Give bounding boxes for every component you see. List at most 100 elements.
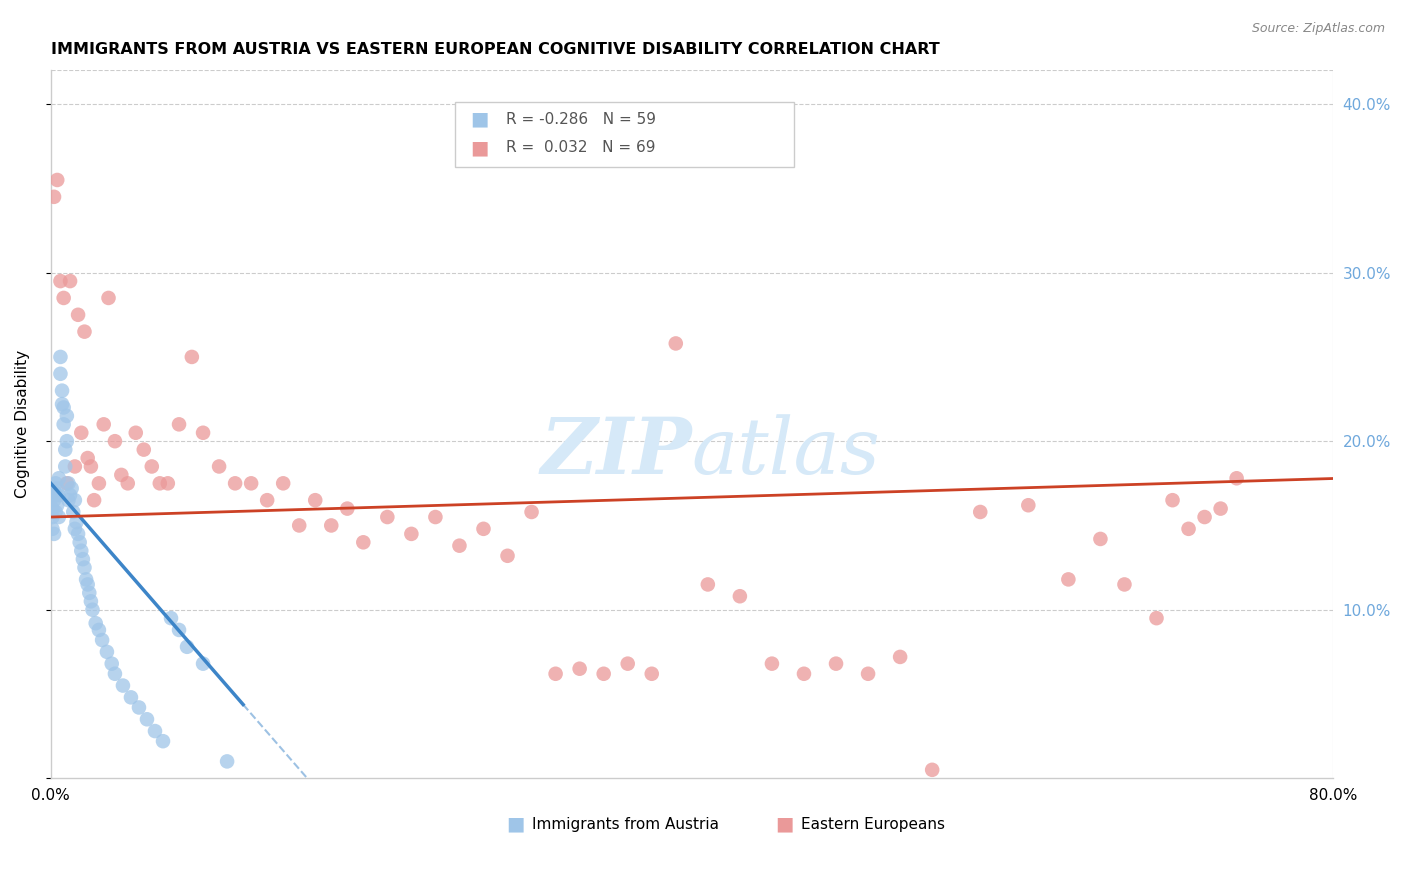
Text: IMMIGRANTS FROM AUSTRIA VS EASTERN EUROPEAN COGNITIVE DISABILITY CORRELATION CHA: IMMIGRANTS FROM AUSTRIA VS EASTERN EUROP… xyxy=(51,42,939,57)
Point xyxy=(1114,577,1136,591)
Point xyxy=(761,657,783,671)
Point xyxy=(728,589,751,603)
Point xyxy=(67,527,90,541)
Point xyxy=(132,442,155,457)
Point xyxy=(304,493,326,508)
Point xyxy=(49,350,72,364)
Point xyxy=(87,476,110,491)
Point xyxy=(520,505,543,519)
Point xyxy=(96,645,118,659)
Point xyxy=(49,274,72,288)
Point xyxy=(83,493,105,508)
Point xyxy=(180,350,202,364)
Point xyxy=(191,425,214,440)
Point xyxy=(128,700,150,714)
Point xyxy=(208,459,231,474)
Point xyxy=(56,434,79,449)
Point xyxy=(42,484,65,499)
Point xyxy=(69,535,91,549)
Point xyxy=(93,417,115,432)
FancyBboxPatch shape xyxy=(454,103,794,168)
Point xyxy=(97,291,120,305)
Point xyxy=(41,501,63,516)
Point xyxy=(152,734,174,748)
Point xyxy=(104,434,127,449)
Point xyxy=(49,367,72,381)
Point xyxy=(496,549,519,563)
Point xyxy=(117,476,139,491)
Point xyxy=(104,666,127,681)
Point xyxy=(568,662,591,676)
Point xyxy=(111,679,134,693)
Point xyxy=(256,493,278,508)
Point xyxy=(59,488,82,502)
Point xyxy=(425,510,447,524)
Point xyxy=(63,459,86,474)
Text: ■: ■ xyxy=(506,814,524,834)
Point xyxy=(48,471,70,485)
Point xyxy=(271,476,294,491)
Point xyxy=(125,425,148,440)
Point xyxy=(120,690,142,705)
Text: Source: ZipAtlas.com: Source: ZipAtlas.com xyxy=(1251,22,1385,36)
Point xyxy=(401,527,423,541)
Point xyxy=(100,657,122,671)
Point xyxy=(51,384,73,398)
Point xyxy=(52,417,75,432)
Point xyxy=(65,515,87,529)
Point xyxy=(176,640,198,654)
Point xyxy=(56,476,79,491)
Point xyxy=(53,459,76,474)
Point xyxy=(1090,532,1112,546)
Point xyxy=(160,611,183,625)
Point xyxy=(67,308,90,322)
Point xyxy=(73,325,96,339)
Point xyxy=(472,522,495,536)
Point xyxy=(62,505,84,519)
Point xyxy=(46,173,69,187)
Text: ■: ■ xyxy=(470,138,488,157)
Point xyxy=(52,401,75,415)
Point xyxy=(45,488,67,502)
Point xyxy=(217,755,239,769)
Point xyxy=(921,763,943,777)
Point xyxy=(84,616,107,631)
Point xyxy=(141,459,163,474)
Point xyxy=(58,493,80,508)
Y-axis label: Cognitive Disability: Cognitive Disability xyxy=(15,351,30,499)
Point xyxy=(45,505,67,519)
Point xyxy=(696,577,718,591)
Point xyxy=(856,666,879,681)
Point xyxy=(63,522,86,536)
Point xyxy=(969,505,991,519)
Point xyxy=(80,459,103,474)
Point xyxy=(149,476,172,491)
Point xyxy=(70,543,93,558)
Point xyxy=(42,527,65,541)
Point xyxy=(240,476,263,491)
Point xyxy=(592,666,614,681)
Point xyxy=(76,577,98,591)
Text: R = -0.286   N = 59: R = -0.286 N = 59 xyxy=(506,112,657,127)
Point xyxy=(375,510,398,524)
Point xyxy=(136,712,159,726)
Point xyxy=(1146,611,1168,625)
Point xyxy=(1057,573,1080,587)
Point xyxy=(41,510,63,524)
Point xyxy=(1194,510,1216,524)
Point xyxy=(48,488,70,502)
Point xyxy=(616,657,638,671)
Point xyxy=(352,535,374,549)
Point xyxy=(449,539,471,553)
Point xyxy=(167,417,190,432)
Point xyxy=(52,291,75,305)
Point xyxy=(1017,498,1039,512)
Point xyxy=(224,476,246,491)
Point xyxy=(58,476,80,491)
Point xyxy=(143,724,166,739)
Point xyxy=(75,573,97,587)
Point xyxy=(45,476,67,491)
Point xyxy=(42,190,65,204)
Point xyxy=(191,657,214,671)
Point xyxy=(76,451,98,466)
